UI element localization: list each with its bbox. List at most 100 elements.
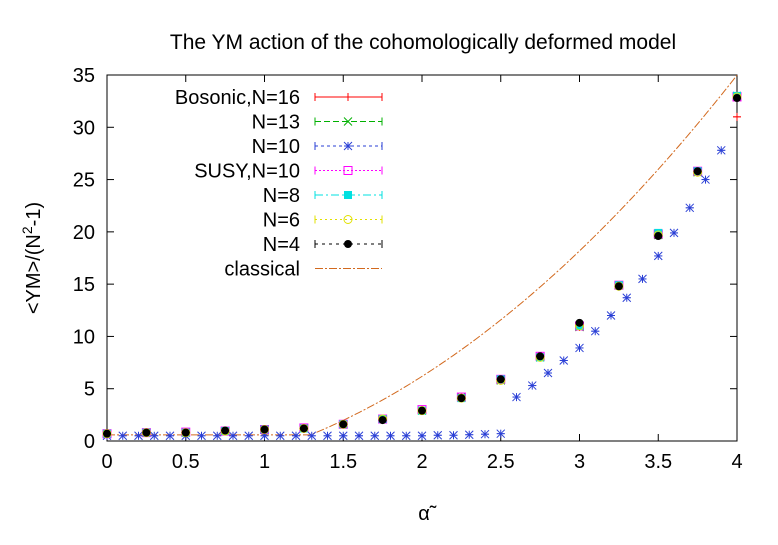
data-point xyxy=(244,431,254,441)
data-point xyxy=(480,429,490,439)
data-point xyxy=(638,274,647,284)
curve-layer xyxy=(107,74,738,436)
data-point xyxy=(228,431,238,441)
x-tick-label: 3.5 xyxy=(644,451,672,473)
legend-marker xyxy=(344,240,352,248)
x-tick-label: 3 xyxy=(574,451,585,473)
classical-curve xyxy=(107,74,738,436)
series-1 xyxy=(102,92,742,439)
data-point xyxy=(693,167,702,176)
y-axis-label: <YM>/(N2-1) xyxy=(19,202,45,314)
data-point xyxy=(149,431,159,441)
data-point xyxy=(559,356,569,365)
data-point xyxy=(575,343,584,353)
data-point xyxy=(181,428,190,437)
legend-marker xyxy=(343,166,353,175)
data-point xyxy=(590,326,600,336)
y-tick-label: 0 xyxy=(84,431,95,453)
data-point xyxy=(527,381,537,390)
y-tick-label: 25 xyxy=(73,170,95,192)
data-point xyxy=(496,429,506,439)
data-point xyxy=(449,430,458,440)
legend-label: N=4 xyxy=(263,234,300,256)
y-tick-label: 20 xyxy=(73,222,95,244)
data-point xyxy=(512,392,521,402)
y-axis-label-main: <YM>/(N xyxy=(23,234,45,314)
data-point xyxy=(212,431,222,441)
data-point xyxy=(622,293,632,303)
data-point xyxy=(165,431,175,441)
series-2 xyxy=(102,91,742,441)
x-tick-label: 2.5 xyxy=(487,451,515,473)
axes: 0 0.5 1 1.5 2 2.5 3 3.5 4 0 5 10 15 20 25 30 35 xyxy=(73,65,743,473)
series-5 xyxy=(102,92,742,439)
data-point xyxy=(307,431,317,441)
legend-label: N=8 xyxy=(263,185,300,207)
data-point xyxy=(299,424,308,433)
data-point xyxy=(370,431,380,441)
data-point xyxy=(354,431,364,441)
data-point xyxy=(339,420,348,429)
y-tick-label: 10 xyxy=(73,326,95,348)
data-point xyxy=(338,431,348,441)
legend: Bosonic,N=16 N=13N=10 SUSY,N=10N=8 N=6N=4 cl… xyxy=(175,87,383,281)
legend-marker xyxy=(344,93,352,101)
x-tick-label: 0.5 xyxy=(172,451,200,473)
data-point xyxy=(221,426,230,435)
data-marks xyxy=(102,91,742,441)
data-point xyxy=(669,228,679,238)
data-point xyxy=(685,203,695,213)
data-point xyxy=(716,145,726,155)
series-3 xyxy=(102,92,742,439)
legend-marker xyxy=(343,141,353,151)
data-point xyxy=(536,352,545,361)
data-point xyxy=(614,282,623,291)
data-point xyxy=(457,394,466,403)
y-tick-label: 5 xyxy=(84,379,95,401)
x-tick-label: 4 xyxy=(731,451,742,473)
legend-label: Bosonic,N=16 xyxy=(175,87,300,109)
data-point xyxy=(418,406,426,415)
data-point xyxy=(134,431,143,441)
data-point xyxy=(275,431,285,441)
legend-marker xyxy=(343,215,353,224)
x-axis-label: α̃ xyxy=(418,503,437,525)
data-point xyxy=(103,429,111,438)
y-tick-label: 30 xyxy=(73,117,95,139)
data-point xyxy=(606,311,616,320)
data-point xyxy=(197,431,206,441)
chart-title: The YM action of the cohomologically def… xyxy=(170,31,676,54)
data-point xyxy=(401,431,411,441)
legend-label: classical xyxy=(224,259,300,281)
data-point xyxy=(543,368,553,378)
legend-marker xyxy=(344,191,352,199)
data-point xyxy=(386,431,395,441)
data-point xyxy=(378,416,387,425)
x-tick-label: 1.5 xyxy=(329,451,357,473)
data-point xyxy=(701,175,710,184)
data-point xyxy=(575,318,584,327)
data-point xyxy=(417,431,427,441)
data-point xyxy=(118,431,128,441)
x-tick-label: 1 xyxy=(259,451,270,473)
x-tick-label: 2 xyxy=(416,451,427,473)
legend-marker xyxy=(343,117,353,126)
x-tick-label: 0 xyxy=(101,451,112,473)
data-point xyxy=(291,431,301,441)
legend-label: N=10 xyxy=(252,136,300,158)
y-axis-label-superscript: 2 xyxy=(19,226,35,234)
y-tick-label: 35 xyxy=(73,65,95,87)
data-point xyxy=(142,428,151,437)
data-point xyxy=(260,425,269,434)
legend-label: SUSY,N=10 xyxy=(194,161,300,183)
plot-frame xyxy=(106,74,738,442)
data-point xyxy=(733,112,741,121)
data-point xyxy=(433,430,443,440)
data-point xyxy=(323,431,332,441)
data-point xyxy=(653,251,663,261)
series-6 xyxy=(103,94,741,438)
data-point xyxy=(496,375,505,384)
data-point xyxy=(733,94,741,103)
legend-label: N=13 xyxy=(252,112,300,134)
